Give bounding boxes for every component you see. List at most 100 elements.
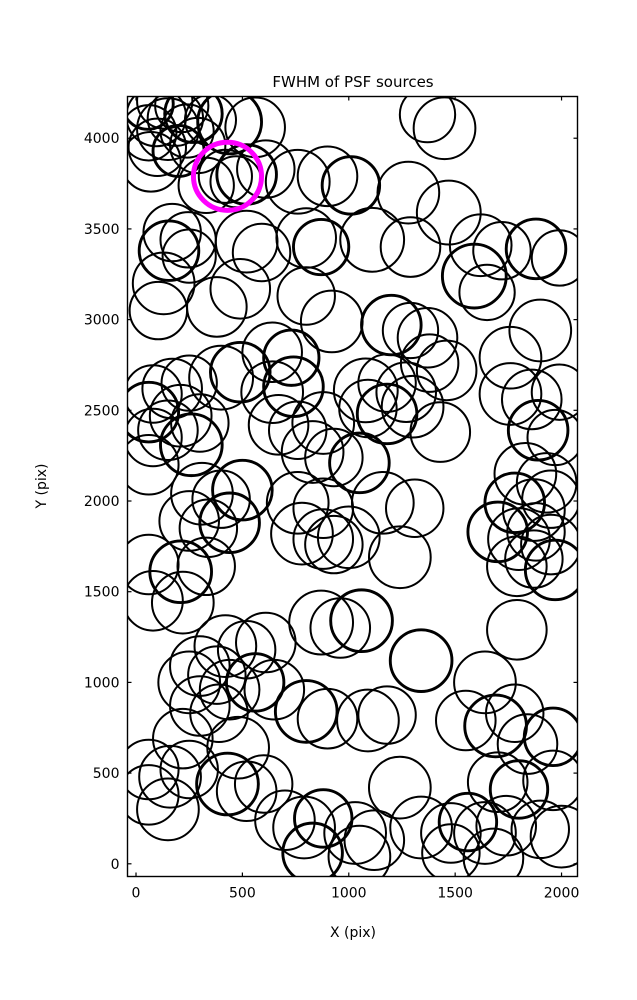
psf-source-circle — [381, 301, 440, 360]
psf-source-circle — [478, 325, 543, 390]
psf-source-circle — [367, 525, 432, 590]
psf-source-circle — [357, 353, 417, 413]
axis-tick-marks — [127, 96, 578, 877]
psf-source-circle — [127, 380, 181, 444]
psf-source-circle — [475, 794, 538, 857]
y-tick-label: 1500 — [84, 585, 120, 601]
psf-source-circle — [137, 399, 199, 462]
x-tick-label: 2000 — [544, 886, 580, 902]
y-tick-label: 500 — [93, 766, 120, 782]
psf-source-circle — [209, 340, 272, 404]
x-tick-label: 500 — [229, 886, 256, 902]
psf-source-circle — [435, 689, 497, 752]
psf-source-circle — [224, 652, 286, 713]
psf-source-circle — [241, 321, 303, 384]
psf-source-circle — [338, 378, 398, 439]
y-tick-label: 4000 — [84, 131, 120, 147]
psf-source-circle — [240, 360, 305, 425]
psf-source-circle — [276, 266, 336, 326]
psf-source-circle — [127, 117, 188, 178]
psf-source-circle — [304, 514, 364, 575]
psf-source-circle — [150, 570, 215, 635]
x-tick-label: 0 — [132, 886, 141, 902]
psf-source-circle — [273, 679, 339, 744]
psf-source-circle — [292, 477, 355, 540]
psf-source-circle — [380, 374, 445, 439]
psf-source-circle — [504, 529, 564, 589]
x-tick-label: 1500 — [437, 886, 473, 902]
psf-source-circle — [292, 508, 355, 570]
psf-source-circle — [247, 394, 310, 456]
psf-source-circle — [520, 513, 578, 576]
psf-source-circle — [506, 502, 566, 562]
psf-source-circle — [472, 220, 532, 281]
psf-source-circle — [270, 501, 334, 566]
psf-source-circle — [332, 357, 399, 424]
psf-source-circle — [488, 759, 550, 820]
psf-source-circle — [396, 306, 459, 369]
y-tick-label: 2500 — [84, 403, 120, 419]
axis-tick-labels: 0 500 1000 1500 2000 0 500 1000 1500 2000 2500 3000… — [84, 131, 580, 901]
psf-source-circle — [458, 263, 516, 322]
psf-source-circle — [415, 339, 478, 402]
y-axis-label: Y (pix) — [34, 464, 50, 510]
psf-source-circle — [437, 791, 499, 853]
psf-source-circle — [127, 104, 178, 162]
psf-source-circle — [522, 749, 578, 812]
psf-source-circle — [440, 242, 508, 310]
psf-source-circle — [420, 802, 482, 864]
psf-source-circle — [169, 116, 227, 175]
psf-source-circle — [188, 344, 255, 411]
x-tick-label: 1000 — [331, 886, 367, 902]
psf-source-circle — [262, 328, 321, 387]
psf-source-circle — [521, 469, 578, 529]
psf-source-circle — [462, 827, 525, 877]
psf-source-circle — [388, 628, 454, 693]
psf-source-circle — [157, 650, 222, 715]
y-tick-label: 1000 — [84, 675, 120, 691]
psf-source-circle — [299, 289, 364, 354]
psf-source-circle — [496, 713, 559, 775]
psf-source-circle — [265, 470, 330, 535]
psf-source-circle — [177, 156, 235, 215]
psf-source-circle — [291, 391, 356, 455]
psf-source-circle — [127, 407, 183, 468]
psf-source-circle — [485, 683, 545, 743]
y-tick-label: 2000 — [84, 494, 120, 510]
psf-source-circle — [187, 645, 247, 705]
psf-source-circle — [281, 821, 344, 877]
psf-source-circle — [231, 222, 292, 283]
psf-source-circle — [193, 614, 258, 678]
page-title: FWHM of PSF sources — [272, 73, 433, 91]
psf-source-circle — [243, 658, 306, 721]
psf-source-circle — [522, 706, 578, 767]
psf-source-circle — [159, 739, 219, 800]
psf-source-circle — [137, 219, 201, 282]
y-axis-label-group: Y (pix) — [34, 464, 50, 510]
psf-source-circle — [280, 420, 345, 484]
psf-source-circle — [486, 599, 548, 661]
psf-source-circle — [336, 688, 400, 753]
psf-source-circles — [127, 96, 578, 877]
psf-source-circle — [189, 683, 249, 743]
psf-source-circle — [360, 293, 423, 357]
psf-source-circle — [327, 824, 392, 877]
psf-source-circle — [367, 755, 432, 820]
psf-source-circle — [453, 801, 517, 865]
psf-source-circle — [236, 139, 296, 199]
psf-source-circle — [398, 96, 457, 144]
psf-source-circle — [523, 538, 578, 602]
psf-source-circle — [385, 478, 445, 538]
psf-source-circle — [233, 754, 294, 814]
psf-source-circle — [530, 363, 578, 421]
psf-source-circle — [196, 96, 263, 156]
psf-source-circle — [329, 588, 394, 654]
psf-source-circle — [376, 160, 441, 225]
psf-source-circle — [197, 148, 253, 204]
psf-source-circle — [127, 131, 182, 193]
psf-source-circle — [235, 611, 297, 674]
psf-source-circle — [320, 155, 382, 216]
psf-source-circle — [412, 96, 477, 161]
psf-source-circle — [343, 809, 406, 872]
